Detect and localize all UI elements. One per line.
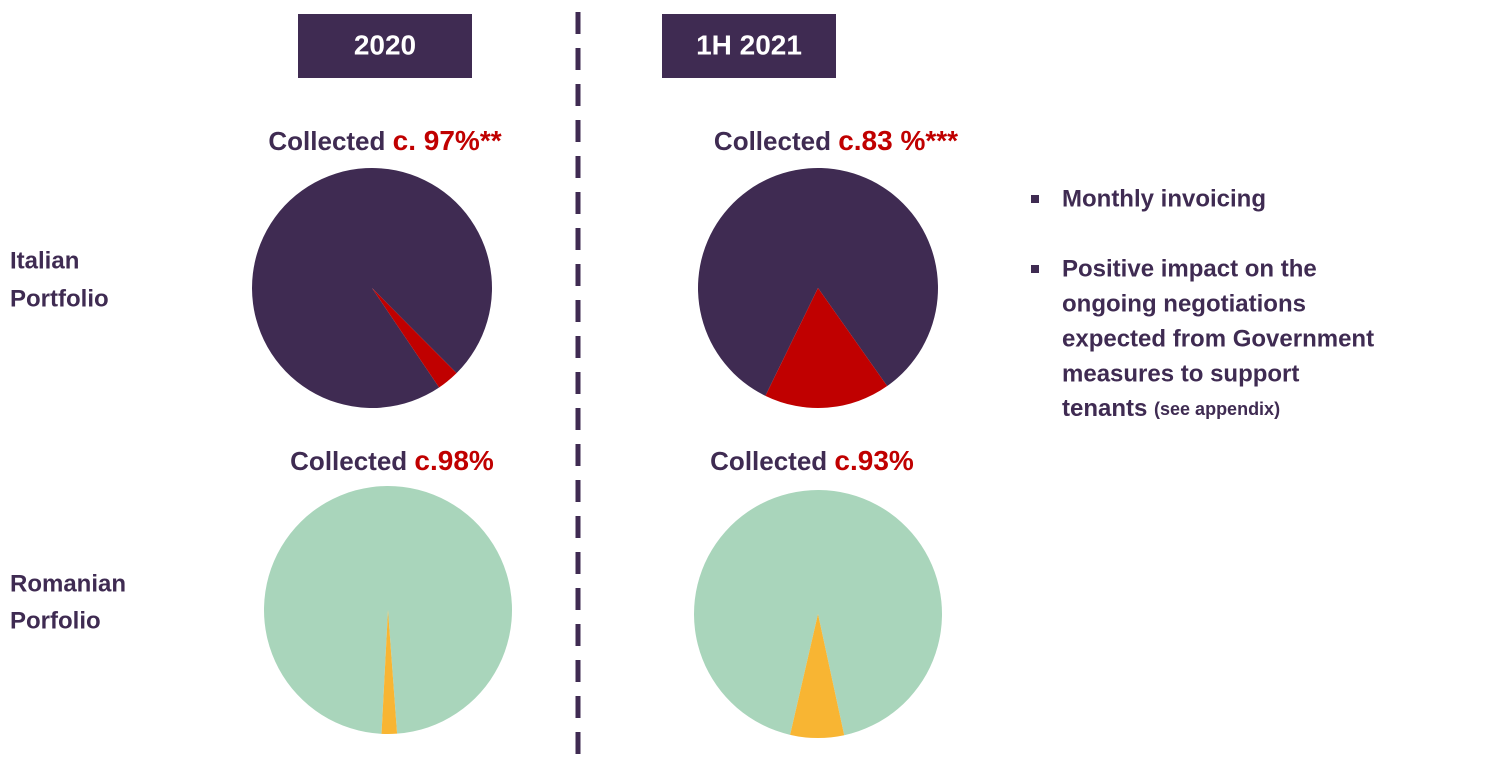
pie-title: Collected c.83 %***	[714, 125, 958, 156]
pie-slice	[381, 610, 398, 734]
column-header: 2020	[354, 29, 416, 60]
pie-title-highlight: c.93%	[834, 445, 913, 476]
row-label: Portfolio	[10, 285, 109, 312]
pie-title-highlight: c.83 %***	[838, 125, 958, 156]
pie-title-text: Collected	[268, 126, 385, 156]
pie-title: Collected c.93%	[710, 445, 914, 476]
pie-slice	[698, 168, 938, 396]
pie-slice	[263, 486, 512, 734]
pie-slice	[765, 288, 888, 408]
pie-slice	[790, 614, 845, 738]
pie-slice	[372, 288, 457, 388]
pie-title-text: Collected	[710, 446, 827, 476]
pie-title-text: Collected	[290, 446, 407, 476]
row-label: Porfolio	[10, 607, 101, 634]
pie-slice	[252, 167, 492, 408]
bullet-marker	[1031, 195, 1039, 203]
column-header-box	[662, 14, 836, 78]
pie-title-highlight: c. 97%**	[393, 125, 502, 156]
bullet-marker	[1031, 265, 1039, 273]
bullet-text: expected from Government	[1062, 325, 1374, 352]
bullet-text: Positive impact on the	[1062, 255, 1317, 282]
pie-title: Collected c.98%	[290, 445, 494, 476]
row-label: Italian	[10, 247, 79, 274]
column-header: 1H 2021	[696, 29, 802, 60]
pie-title-text: Collected	[714, 126, 831, 156]
pie-title-highlight: c.98%	[414, 445, 493, 476]
bullet-text: ongoing negotiations	[1062, 290, 1306, 317]
bullet-text: measures to support	[1062, 360, 1299, 387]
pie-slice	[693, 489, 942, 736]
bullet-text: tenants	[1062, 395, 1147, 422]
pie-title: Collected c. 97%**	[268, 125, 501, 156]
row-label: Romanian	[10, 570, 126, 597]
bullet-text: Monthly invoicing	[1062, 185, 1266, 212]
column-header-box	[298, 14, 472, 78]
bullet-text: tenants (see appendix)	[1062, 395, 1280, 422]
bullet-note: (see appendix)	[1154, 399, 1280, 419]
